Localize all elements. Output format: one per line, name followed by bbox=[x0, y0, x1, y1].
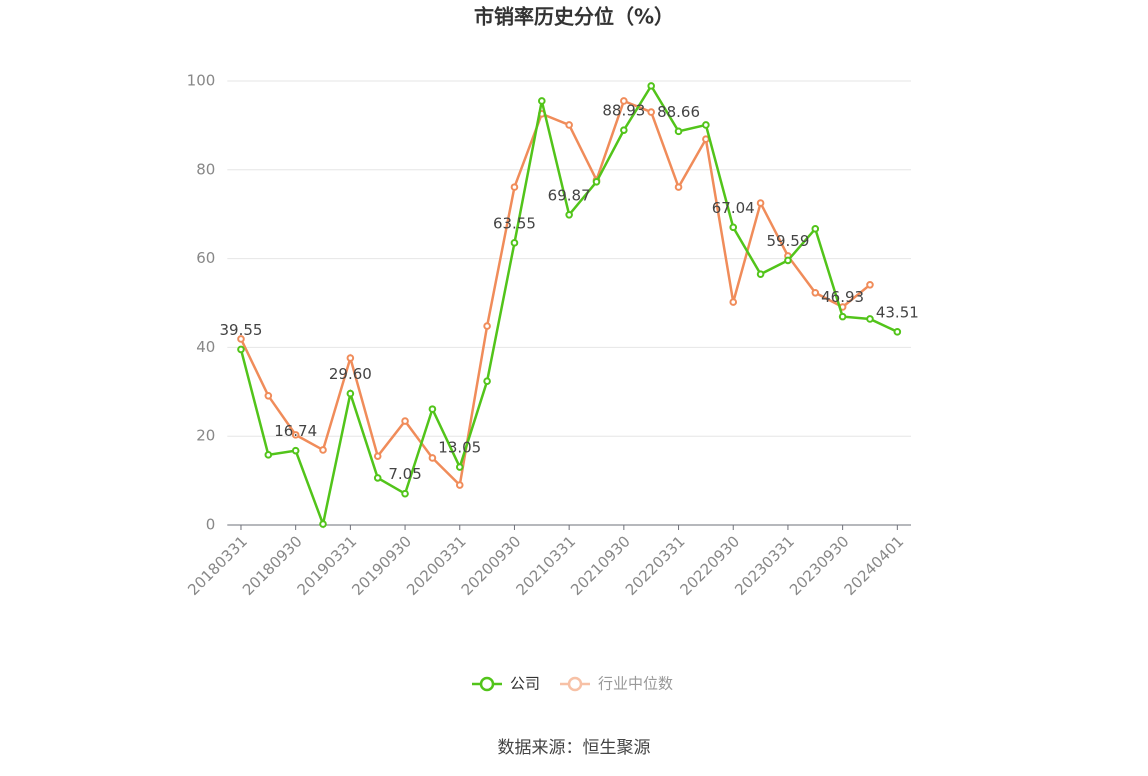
point bbox=[455, 463, 464, 471]
point bbox=[647, 108, 655, 116]
chart-title: 市销率历史分位（%） bbox=[474, 5, 674, 29]
point bbox=[756, 199, 765, 207]
series-line bbox=[239, 83, 898, 529]
legend-swatch bbox=[479, 676, 495, 692]
y-tick-label: 60 bbox=[196, 249, 215, 267]
point bbox=[674, 183, 683, 191]
data-label: 16.74 bbox=[274, 422, 317, 440]
point bbox=[483, 377, 491, 385]
data-label: 69.87 bbox=[548, 186, 591, 204]
point bbox=[401, 417, 409, 425]
point bbox=[620, 126, 628, 134]
point bbox=[346, 354, 355, 362]
point bbox=[319, 520, 327, 528]
point bbox=[729, 223, 738, 232]
point bbox=[455, 481, 464, 489]
point bbox=[756, 270, 765, 278]
data-label: 29.60 bbox=[329, 365, 372, 383]
point bbox=[811, 225, 820, 233]
point bbox=[373, 474, 382, 482]
point bbox=[702, 121, 710, 129]
legend-item: 行业中位数 bbox=[560, 675, 673, 693]
data-label: 63.55 bbox=[493, 214, 536, 232]
data-label: 67.04 bbox=[712, 199, 755, 217]
data-label: 59.59 bbox=[766, 232, 809, 250]
point bbox=[592, 177, 601, 186]
y-tick-label: 40 bbox=[196, 338, 215, 356]
data-label: 43.51 bbox=[876, 303, 919, 321]
x-tick-label: 20240401 bbox=[841, 532, 908, 599]
data-label: 13.05 bbox=[438, 439, 481, 457]
point bbox=[483, 322, 491, 330]
point bbox=[674, 127, 683, 136]
point bbox=[237, 345, 245, 354]
point bbox=[647, 82, 655, 90]
source: 数据来源：恒生聚源 bbox=[498, 738, 651, 758]
point bbox=[264, 391, 273, 400]
point bbox=[838, 312, 847, 321]
point bbox=[866, 280, 874, 289]
data-label: 46.93 bbox=[821, 288, 864, 306]
data-label: 7.05 bbox=[388, 465, 421, 483]
point bbox=[866, 315, 874, 323]
legend-item: 公司 bbox=[472, 675, 540, 693]
point bbox=[620, 97, 628, 105]
y-tick-label: 100 bbox=[187, 72, 216, 90]
point bbox=[538, 97, 546, 105]
point bbox=[702, 135, 710, 143]
point bbox=[346, 389, 355, 398]
point bbox=[729, 298, 738, 306]
data-label: 88.66 bbox=[657, 103, 700, 121]
point bbox=[291, 431, 300, 439]
legend-swatch bbox=[567, 676, 583, 692]
point bbox=[401, 489, 409, 498]
point bbox=[510, 183, 519, 191]
y-tick-label: 20 bbox=[196, 427, 215, 445]
y-tick-label: 80 bbox=[196, 160, 215, 178]
data-label: 88.93 bbox=[602, 102, 645, 120]
point bbox=[893, 328, 902, 336]
point bbox=[811, 288, 820, 297]
point bbox=[510, 239, 519, 247]
series-line bbox=[239, 99, 871, 488]
legend-label: 公司 bbox=[510, 675, 540, 693]
point bbox=[319, 446, 327, 454]
point bbox=[565, 210, 573, 219]
point bbox=[565, 121, 573, 129]
point bbox=[237, 335, 245, 343]
legend-label: 行业中位数 bbox=[598, 675, 673, 693]
data-label: 39.55 bbox=[219, 321, 262, 339]
point bbox=[264, 451, 273, 459]
y-tick-label: 0 bbox=[206, 516, 216, 534]
point bbox=[373, 452, 382, 460]
point bbox=[291, 446, 300, 455]
point bbox=[784, 256, 792, 265]
point bbox=[428, 405, 437, 413]
point bbox=[428, 454, 437, 462]
